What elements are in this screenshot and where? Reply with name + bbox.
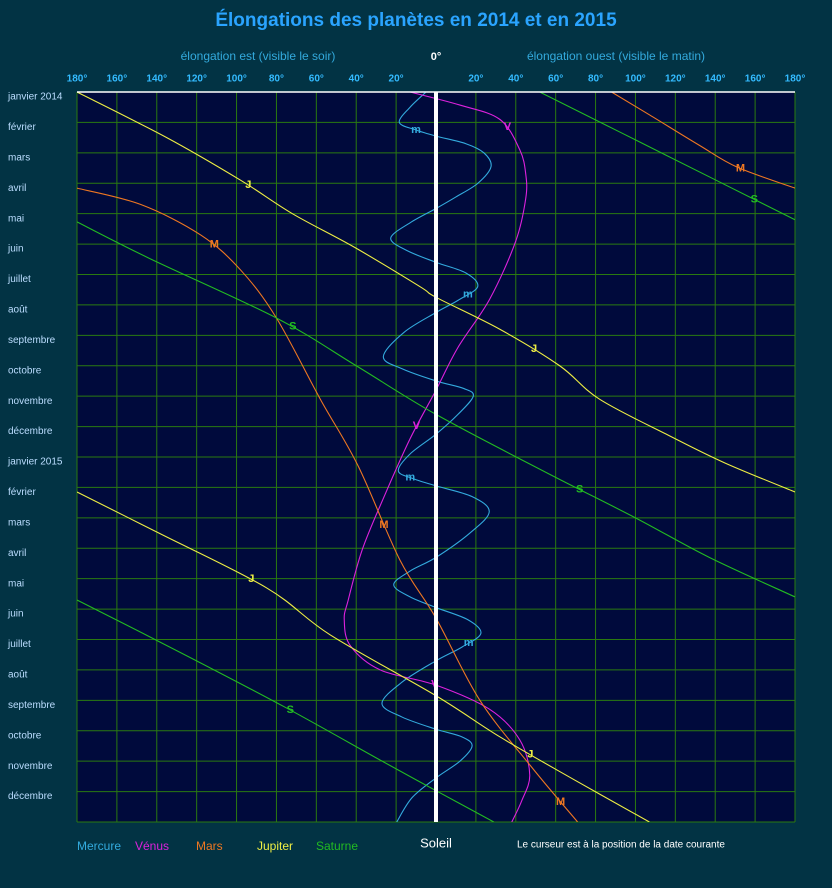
series-marker: J xyxy=(248,573,254,585)
sun-cursor xyxy=(434,92,438,822)
series-marker: J xyxy=(531,343,537,355)
y-tick-label: juin xyxy=(7,609,24,620)
series-marker: m xyxy=(463,289,473,301)
series-marker: m xyxy=(464,637,474,649)
x-tick-label: 60° xyxy=(548,74,563,85)
x-tick-label: 0° xyxy=(431,51,442,63)
y-tick-label: février xyxy=(8,487,36,498)
series-marker: M xyxy=(556,796,565,808)
series-marker: M xyxy=(736,162,745,174)
y-tick-label: juin xyxy=(7,244,24,255)
series-marker: V xyxy=(413,420,421,432)
legend-entry: Saturne xyxy=(316,839,358,853)
legend-entry: Mercure xyxy=(77,839,121,853)
x-tick-label: 180° xyxy=(67,74,88,85)
series-marker: m xyxy=(411,124,421,136)
y-tick-label: janvier 2015 xyxy=(7,457,63,468)
y-tick-label: avril xyxy=(8,183,26,194)
y-tick-label: octobre xyxy=(8,730,42,741)
legend-entry: Mars xyxy=(196,839,223,853)
series-line xyxy=(539,92,795,221)
note: Le curseur est à la position de la date … xyxy=(517,840,725,851)
y-tick-label: septembre xyxy=(8,335,56,346)
y-tick-label: septembre xyxy=(8,700,56,711)
x-tick-label: 40° xyxy=(349,74,364,85)
series-marker: m xyxy=(405,472,415,484)
y-tick-label: août xyxy=(8,670,28,681)
x-tick-label: 120° xyxy=(665,74,686,85)
y-tick-label: mai xyxy=(8,578,24,589)
series-marker: J xyxy=(245,179,251,191)
series-marker: M xyxy=(210,239,219,251)
x-tick-label: 160° xyxy=(745,74,766,85)
y-tick-label: décembre xyxy=(8,426,53,437)
series-line xyxy=(343,92,531,822)
x-tick-label: 100° xyxy=(625,74,646,85)
y-tick-label: février xyxy=(8,122,36,133)
x-tick-label: 120° xyxy=(186,74,207,85)
series-line xyxy=(611,92,795,189)
series-line xyxy=(77,187,579,822)
series-marker: S xyxy=(289,321,296,333)
x-tick-label: 80° xyxy=(269,74,284,85)
x-tick-label: 180° xyxy=(785,74,806,85)
x-tick-label: 100° xyxy=(226,74,247,85)
series-marker: S xyxy=(751,193,758,205)
series-line xyxy=(77,491,650,822)
y-tick-label: avril xyxy=(8,548,26,559)
x-tick-label: 140° xyxy=(146,74,167,85)
y-tick-label: juillet xyxy=(7,274,31,285)
series-marker: M xyxy=(379,519,388,531)
x-tick-label: 140° xyxy=(705,74,726,85)
y-tick-label: mai xyxy=(8,213,24,224)
y-tick-label: juillet xyxy=(7,639,31,650)
x-tick-label: 60° xyxy=(309,74,324,85)
series-marker: V xyxy=(504,121,512,133)
y-tick-label: mars xyxy=(8,517,30,528)
x-axis-label-west: élongation ouest (visible le matin) xyxy=(527,49,705,63)
x-tick-label: 20° xyxy=(389,74,404,85)
y-tick-label: mars xyxy=(8,152,30,163)
y-tick-label: novembre xyxy=(8,761,53,772)
y-tick-label: août xyxy=(8,305,28,316)
legend: Mercure Vénus Mars Jupiter Saturne xyxy=(77,839,358,853)
x-tick-label: 20° xyxy=(468,74,483,85)
series-marker: S xyxy=(287,704,294,716)
x-tick-label: 160° xyxy=(107,74,128,85)
y-tick-label: novembre xyxy=(8,396,53,407)
sun-label: Soleil xyxy=(420,835,452,850)
series-marker: S xyxy=(576,483,583,495)
x-tick-label: 40° xyxy=(508,74,523,85)
y-tick-label: octobre xyxy=(8,365,42,376)
x-tick-label: 80° xyxy=(588,74,603,85)
y-tick-label: décembre xyxy=(8,791,53,802)
y-tick-label: janvier 2014 xyxy=(7,92,63,103)
series-marker: J xyxy=(527,749,533,761)
x-axis-label-east: élongation est (visible le soir) xyxy=(181,49,336,63)
legend-entry: Vénus xyxy=(135,839,169,853)
chart-title: Élongations des planètes en 2014 et en 2… xyxy=(215,9,617,31)
legend-entry: Jupiter xyxy=(257,839,293,853)
